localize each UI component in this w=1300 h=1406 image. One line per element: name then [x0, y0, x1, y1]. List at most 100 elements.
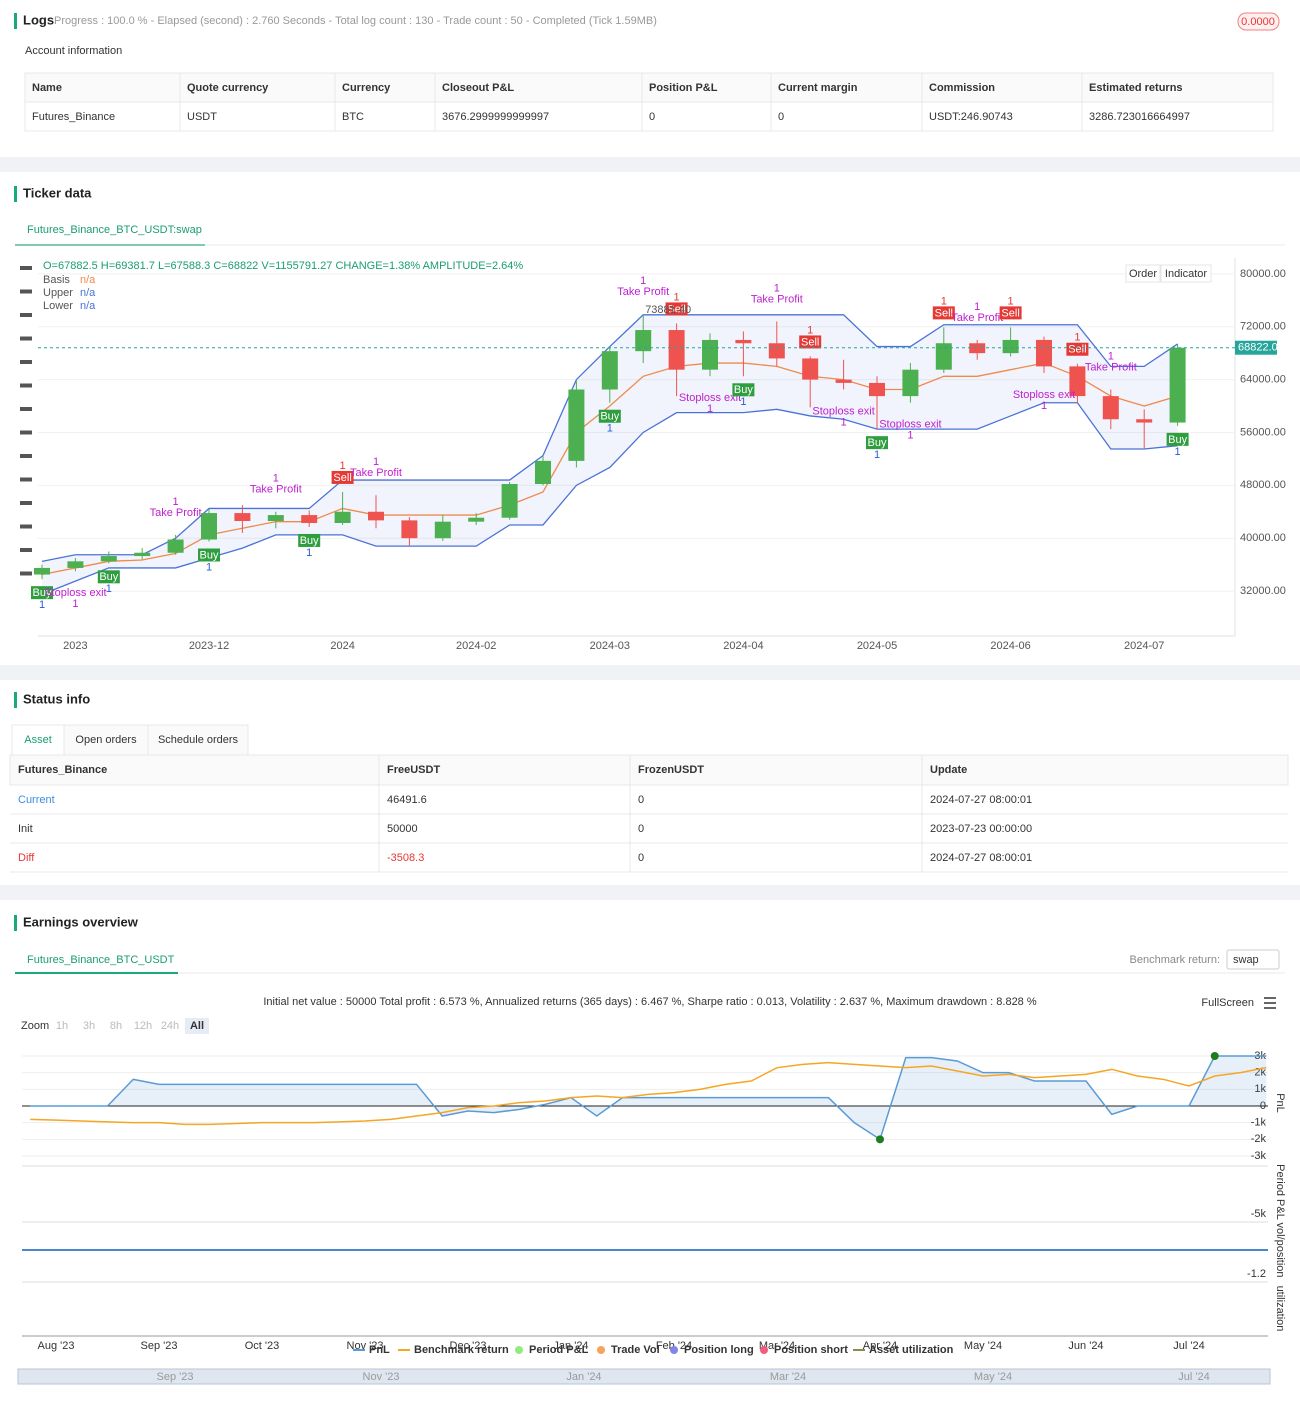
- panel-label: Period P&L: [1274, 1164, 1286, 1220]
- tool-icon[interactable]: [20, 524, 32, 529]
- y-tick-label: 1k: [1254, 1083, 1266, 1095]
- legend-symbol: [597, 1346, 605, 1354]
- cell: 0: [778, 111, 784, 123]
- x-tick-label: 2024-03: [590, 640, 630, 652]
- legend-symbol: [670, 1346, 678, 1354]
- signal-label: Sell: [935, 307, 953, 319]
- exit-label: Stoploss exit: [44, 587, 106, 599]
- legend-name: Upper: [43, 287, 73, 299]
- tool-icon[interactable]: [20, 477, 32, 482]
- tool-icon[interactable]: [20, 548, 32, 552]
- panel-tick-label: -5k: [1251, 1208, 1267, 1220]
- zoom-button: 12h: [134, 1020, 152, 1032]
- tool-icon[interactable]: [20, 336, 32, 341]
- sell-marker: [799, 335, 822, 349]
- y-tick-label: 40000.00: [1240, 532, 1286, 544]
- legend-text[interactable]: Benchmark return: [414, 1344, 509, 1356]
- exit-label: Stoploss exit: [1013, 389, 1075, 401]
- zoom-button: 24h: [161, 1020, 179, 1032]
- tool-icon[interactable]: [20, 501, 32, 505]
- tab[interactable]: Futures_Binance_BTC_USDT:swap: [27, 224, 202, 236]
- cell: USDT: [187, 111, 217, 123]
- candle-body: [768, 343, 785, 359]
- tool-icon[interactable]: [20, 430, 32, 435]
- tool-icon[interactable]: [20, 407, 32, 411]
- series-line: [30, 1055, 1267, 1141]
- legend-text[interactable]: Position short: [774, 1344, 848, 1356]
- navigator-label: Jan '24: [566, 1371, 601, 1383]
- tab-text: Asset: [24, 734, 52, 746]
- tool-icon[interactable]: [20, 571, 32, 576]
- candle-body: [67, 561, 84, 568]
- tool-icon[interactable]: [20, 313, 32, 317]
- toolbar-button[interactable]: [1125, 264, 1161, 283]
- tool-icon[interactable]: [20, 454, 32, 458]
- table-row-bg: [24, 101, 1274, 132]
- tab[interactable]: Futures_Binance_BTC_USDT: [27, 954, 175, 966]
- tab[interactable]: [11, 724, 65, 756]
- signal-qty: 1: [106, 583, 112, 595]
- zoom-active[interactable]: [185, 1018, 209, 1034]
- tool-icon[interactable]: [20, 289, 32, 294]
- signal-qty: 1: [774, 282, 780, 294]
- navigator[interactable]: [17, 1368, 1271, 1385]
- badge-text: 0.0000: [1241, 16, 1275, 28]
- menu-icon[interactable]: [1264, 997, 1276, 1009]
- subtitle: Account information: [25, 45, 122, 57]
- candle-body: [368, 511, 384, 521]
- tab-text: Open orders: [75, 734, 137, 746]
- legend-text[interactable]: PnL: [369, 1344, 390, 1356]
- candle-body: [401, 520, 418, 539]
- candle-body: [334, 511, 351, 523]
- toolbar-button[interactable]: [1160, 264, 1212, 283]
- max-point: [1210, 1052, 1219, 1060]
- signal-label: Buy: [868, 437, 887, 449]
- signal-qty: 1: [941, 295, 947, 307]
- x-tick-label: Apr '24: [863, 1340, 898, 1352]
- exit-label: Take Profit: [150, 507, 202, 519]
- exit-label: Stoploss exit: [812, 405, 874, 417]
- legend-text[interactable]: Trade Vol: [611, 1344, 660, 1356]
- column-header: Current margin: [778, 82, 858, 94]
- tool-icon[interactable]: [20, 266, 32, 270]
- x-tick-label: 2024-05: [857, 640, 897, 652]
- chart-info: O=67882.5 H=69381.7 L=67588.3 C=68822 V=…: [43, 260, 523, 272]
- candle-body: [201, 513, 217, 540]
- section-title: Ticker data: [23, 185, 92, 200]
- legend-text[interactable]: Asset utilization: [869, 1344, 954, 1356]
- toolbar-button-text: Indicator: [1165, 268, 1208, 280]
- cell: -3508.3: [387, 852, 424, 864]
- candle-body: [735, 339, 752, 344]
- sell-marker: [999, 306, 1022, 320]
- select[interactable]: [1226, 949, 1280, 970]
- fullscreen[interactable]: FullScreen: [1201, 997, 1254, 1009]
- x-tick-label: 2024-02: [456, 640, 496, 652]
- y-tick-label: -2k: [1251, 1133, 1267, 1145]
- signal-label: Sell: [1068, 344, 1086, 356]
- section-title: Earnings overview: [23, 914, 139, 929]
- legend-text[interactable]: Period P&L: [529, 1344, 589, 1356]
- candle-body: [869, 382, 885, 397]
- column-header: Estimated returns: [1089, 82, 1183, 94]
- y-tick-label: 64000.00: [1240, 374, 1286, 386]
- section-title: Status info: [23, 691, 90, 706]
- buy-marker: [198, 548, 220, 562]
- tab[interactable]: [147, 724, 249, 756]
- candle-body: [1102, 396, 1119, 420]
- candle-body: [902, 369, 919, 397]
- column-header: Futures_Binance: [18, 764, 107, 776]
- legend-text[interactable]: Position long: [684, 1344, 754, 1356]
- tool-icon[interactable]: [20, 383, 32, 388]
- legend-status: n/a: [80, 300, 96, 312]
- title-bar: [14, 915, 17, 931]
- signal-label: Buy: [99, 571, 118, 583]
- navigator-label: Jul '24: [1178, 1371, 1209, 1383]
- column-header: FreeUSDT: [387, 764, 440, 776]
- cell: BTC: [342, 111, 364, 123]
- candle-body: [1069, 366, 1086, 397]
- signal-qty: 1: [1108, 350, 1114, 362]
- x-tick-label: Jun '24: [1068, 1340, 1103, 1352]
- buy-marker: [1166, 432, 1189, 446]
- y-tick-label: 32000.00: [1240, 585, 1286, 597]
- tool-icon[interactable]: [20, 360, 32, 364]
